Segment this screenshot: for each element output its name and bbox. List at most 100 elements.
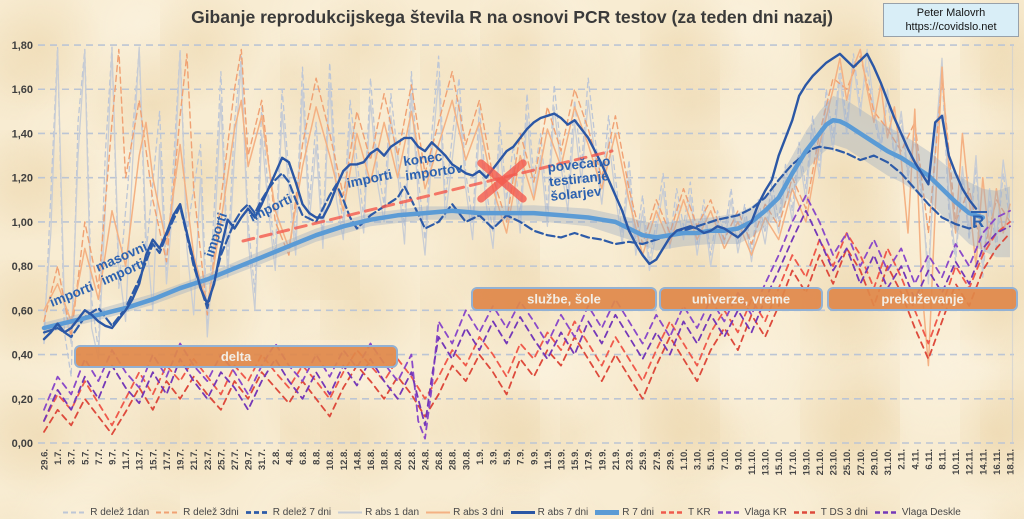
legend-item-label: T DS 3 dni bbox=[820, 507, 868, 518]
x-axis-label: 1.7. bbox=[53, 449, 64, 465]
x-axis-label: 13.10. bbox=[761, 449, 772, 475]
annotation-box-label: delta bbox=[221, 349, 252, 364]
legend-item: R abs 7 dni bbox=[510, 507, 588, 518]
legend-item-label: R abs 3 dni bbox=[453, 507, 504, 518]
x-axis-label: 21.9. bbox=[611, 449, 622, 470]
x-axis-label: 19.7. bbox=[176, 449, 187, 470]
legend-item-label: R 7 dni bbox=[622, 507, 654, 518]
x-axis-label: 29.9. bbox=[665, 449, 676, 470]
x-axis-label: 29.7. bbox=[244, 449, 255, 470]
chart-title: Gibanje reprodukcijskega števila R na os… bbox=[191, 7, 833, 27]
y-axis-label: 0,20 bbox=[12, 394, 33, 406]
x-axis-label: 10.11. bbox=[951, 449, 962, 475]
legend-item: R delež 7 dni bbox=[245, 507, 332, 518]
legend-marker-line bbox=[717, 511, 742, 514]
credit-author: Peter Malovrh bbox=[916, 7, 986, 19]
legend-marker-line bbox=[426, 511, 451, 514]
annotation-box bbox=[471, 287, 657, 311]
x-axis-label: 12.11. bbox=[965, 449, 976, 475]
x-axis-label: 17.7. bbox=[162, 449, 173, 470]
x-axis-label: 13.9. bbox=[557, 449, 568, 470]
series-R-abs-3-dni bbox=[43, 48, 1011, 367]
annotation-box bbox=[659, 287, 823, 311]
legend-item-label: Vlaga KR bbox=[744, 507, 787, 518]
x-axis-label: 16.11. bbox=[992, 449, 1003, 475]
y-axis-label: 1,00 bbox=[12, 217, 33, 229]
x-axis-label: 2.11. bbox=[897, 449, 908, 470]
x-axis-label: 23.9. bbox=[625, 449, 636, 470]
legend-marker-line bbox=[874, 511, 899, 514]
x-axis-label: 27.9. bbox=[652, 449, 663, 470]
y-axis-label: 0,00 bbox=[12, 438, 33, 450]
legend-item: R abs 1 dan bbox=[338, 507, 419, 518]
x-axis-label: 21.10. bbox=[815, 449, 826, 475]
x-marker-icon bbox=[477, 159, 527, 203]
legend-marker-line bbox=[245, 511, 270, 514]
legend-item-label: R delež 1dan bbox=[90, 507, 150, 518]
legend-marker-line bbox=[793, 511, 818, 514]
x-axis-label: 29.6. bbox=[40, 449, 51, 470]
legend-marker-line bbox=[338, 511, 363, 514]
legend-marker-line bbox=[510, 511, 535, 514]
x-axis-label: 7.7. bbox=[94, 449, 105, 465]
x-axis-label: 23.7. bbox=[203, 449, 214, 470]
legend-marker-line bbox=[660, 511, 685, 514]
legend-item: T DS 3 dni bbox=[793, 507, 868, 518]
annotation-box-label: službe, šole bbox=[527, 292, 601, 307]
legend: R delež 1dan R delež 3dni R delež 7 dni R a… bbox=[0, 507, 1024, 518]
x-axis-label: 15.10. bbox=[774, 449, 785, 475]
x-axis-label: 5.9. bbox=[502, 449, 513, 465]
y-axis-label: 1,40 bbox=[12, 128, 33, 140]
x-axis-label: 24.8. bbox=[420, 449, 431, 470]
x-axis-label: 8.11. bbox=[937, 449, 948, 470]
x-axis-label: 14.11. bbox=[978, 449, 989, 475]
legend-item-label: R delež 3dni bbox=[183, 507, 239, 518]
y-axis-label: 1,20 bbox=[12, 173, 33, 185]
trend-annotation-line bbox=[241, 149, 614, 243]
x-axis-label: 14.8. bbox=[352, 449, 363, 470]
legend-marker-line bbox=[63, 511, 88, 514]
annotation-box bbox=[827, 287, 1018, 311]
credit-box: Peter Malovrh https://covidslo.net bbox=[883, 3, 1019, 37]
series-R-abs-1-dan bbox=[43, 46, 1011, 360]
series-R-7-dni bbox=[41, 117, 986, 331]
x-axis-label: 1.10. bbox=[679, 449, 690, 470]
annotation-text: importi bbox=[48, 279, 96, 310]
annotation-box bbox=[74, 345, 398, 368]
y-axis-label: 0,60 bbox=[12, 305, 33, 317]
series-R-delež-3dni bbox=[43, 48, 1011, 338]
x-axis-label: 25.10. bbox=[842, 449, 853, 475]
annotation-text: importi bbox=[247, 191, 295, 225]
legend-item-label: Vlaga Deskle bbox=[901, 507, 961, 518]
legend-item: R delež 3dni bbox=[156, 507, 239, 518]
x-axis-label: 9.7. bbox=[108, 449, 119, 465]
legend-item-label: T KR bbox=[687, 507, 711, 518]
x-axis-label: 7.10. bbox=[720, 449, 731, 470]
x-axis-label: 1.9. bbox=[475, 449, 486, 465]
x-axis-label: 15.9. bbox=[570, 449, 581, 470]
x-axis-label: 6.8. bbox=[298, 449, 309, 465]
x-axis-label: 10.8. bbox=[325, 449, 336, 470]
x-axis-label: 17.9. bbox=[584, 449, 595, 470]
x-axis-label: 17.10. bbox=[788, 449, 799, 475]
x-axis-label: 25.7. bbox=[216, 449, 227, 470]
x-axis-label: 18.11. bbox=[1005, 449, 1016, 475]
x-axis-label: 9.10. bbox=[733, 449, 744, 470]
x-axis-label: 11.7. bbox=[121, 449, 132, 470]
y-axis-label: 0,40 bbox=[12, 350, 33, 362]
annotation-text: konecimportov bbox=[402, 146, 464, 183]
x-axis-label: 6.11. bbox=[924, 449, 935, 470]
x-axis-label: 18.8. bbox=[380, 449, 391, 470]
x-axis-label: 16.8. bbox=[366, 449, 377, 470]
x-axis-label: 2.8. bbox=[271, 449, 282, 465]
x-axis-label: 20.8. bbox=[393, 449, 404, 470]
y-axis-label: 1,60 bbox=[12, 84, 33, 96]
x-axis-label: 12.8. bbox=[339, 449, 350, 470]
legend-item: R abs 3 dni bbox=[426, 507, 504, 518]
series-Vlaga-Deskle bbox=[43, 209, 1011, 427]
legend-item-label: R delež 7 dni bbox=[272, 507, 332, 518]
x-axis-label: 11.9. bbox=[543, 449, 554, 470]
legend-marker-line bbox=[156, 511, 181, 514]
